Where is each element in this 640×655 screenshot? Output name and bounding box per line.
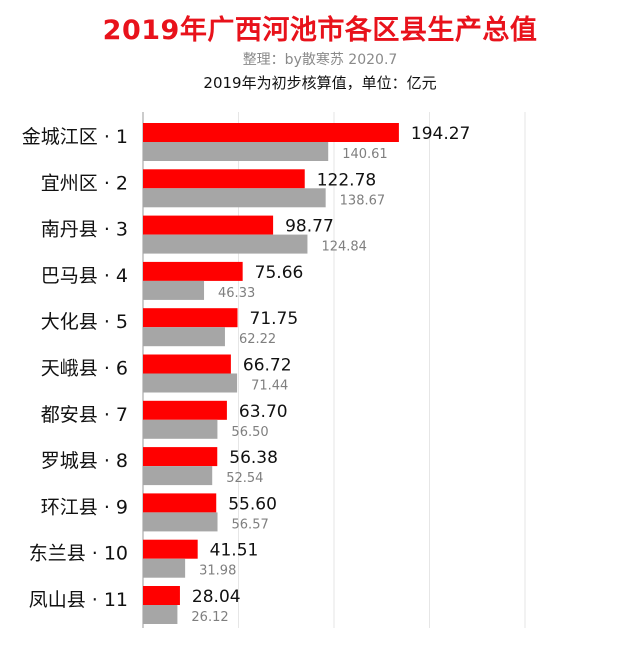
category-label: 巴马县 · 4 [41,265,128,287]
bar-secondary [143,419,218,439]
bar-secondary [143,512,218,532]
data-label-primary: 55.60 [228,494,277,514]
category-label: 凤山县 · 11 [29,589,128,611]
data-label-primary: 71.75 [250,309,299,329]
data-label-secondary: 31.98 [199,564,236,579]
data-label-secondary: 71.44 [251,379,288,394]
bar-primary [143,493,217,513]
bar-primary [143,123,399,142]
data-label-primary: 56.38 [229,448,278,468]
data-label-secondary: 52.54 [226,471,263,486]
bar-primary [143,261,243,281]
category-label: 大化县 · 5 [41,311,128,333]
bar-primary [143,215,274,235]
bar-secondary [143,280,205,300]
data-label-primary: 98.77 [285,217,334,237]
data-label-primary: 194.27 [411,124,470,144]
bar-secondary [143,188,326,208]
bar-secondary [143,466,213,486]
data-label-primary: 63.70 [239,402,288,422]
category-label: 东兰县 · 10 [29,543,128,565]
data-label-primary: 66.72 [243,356,292,376]
data-label-primary: 122.78 [317,170,376,190]
data-label-secondary: 62.22 [239,332,276,347]
data-label-primary: 75.66 [255,263,304,283]
bar-primary [143,447,218,467]
bar-primary [143,308,238,328]
data-label-secondary: 56.50 [231,425,268,440]
chart-title: 2019年广西河池市各区县生产总值 [102,15,538,46]
category-label: 金城江区 · 1 [22,126,128,148]
bar-secondary [143,142,329,161]
category-label: 都安县 · 7 [41,404,128,426]
bar-primary [143,539,198,559]
category-label: 天峨县 · 6 [41,358,128,380]
bar-secondary [143,605,178,624]
bar-primary [143,586,180,605]
data-label-primary: 28.04 [192,587,241,607]
bar-secondary [143,234,308,254]
data-label-secondary: 26.12 [191,610,228,625]
category-label: 宜州区 · 2 [41,172,128,194]
category-label: 环江县 · 9 [41,496,128,518]
data-label-secondary: 138.67 [340,193,386,208]
data-label-secondary: 140.61 [342,147,388,162]
data-label-primary: 41.51 [210,541,259,561]
bar-secondary [143,327,225,347]
chart-subtitle: 2019年为初步核算值，单位：亿元 [203,74,437,92]
data-label-secondary: 56.57 [232,517,269,532]
bar-primary [143,354,231,374]
data-label-secondary: 124.84 [321,240,367,255]
bar-primary [143,169,305,189]
bar-secondary [143,558,186,578]
chart-credit: 整理：by散寒苏 2020.7 [242,52,398,68]
bar-secondary [143,373,238,393]
category-label: 南丹县 · 3 [41,219,128,241]
category-label: 罗城县 · 8 [41,450,128,472]
bar-primary [143,400,227,420]
data-label-secondary: 46.33 [218,286,255,301]
